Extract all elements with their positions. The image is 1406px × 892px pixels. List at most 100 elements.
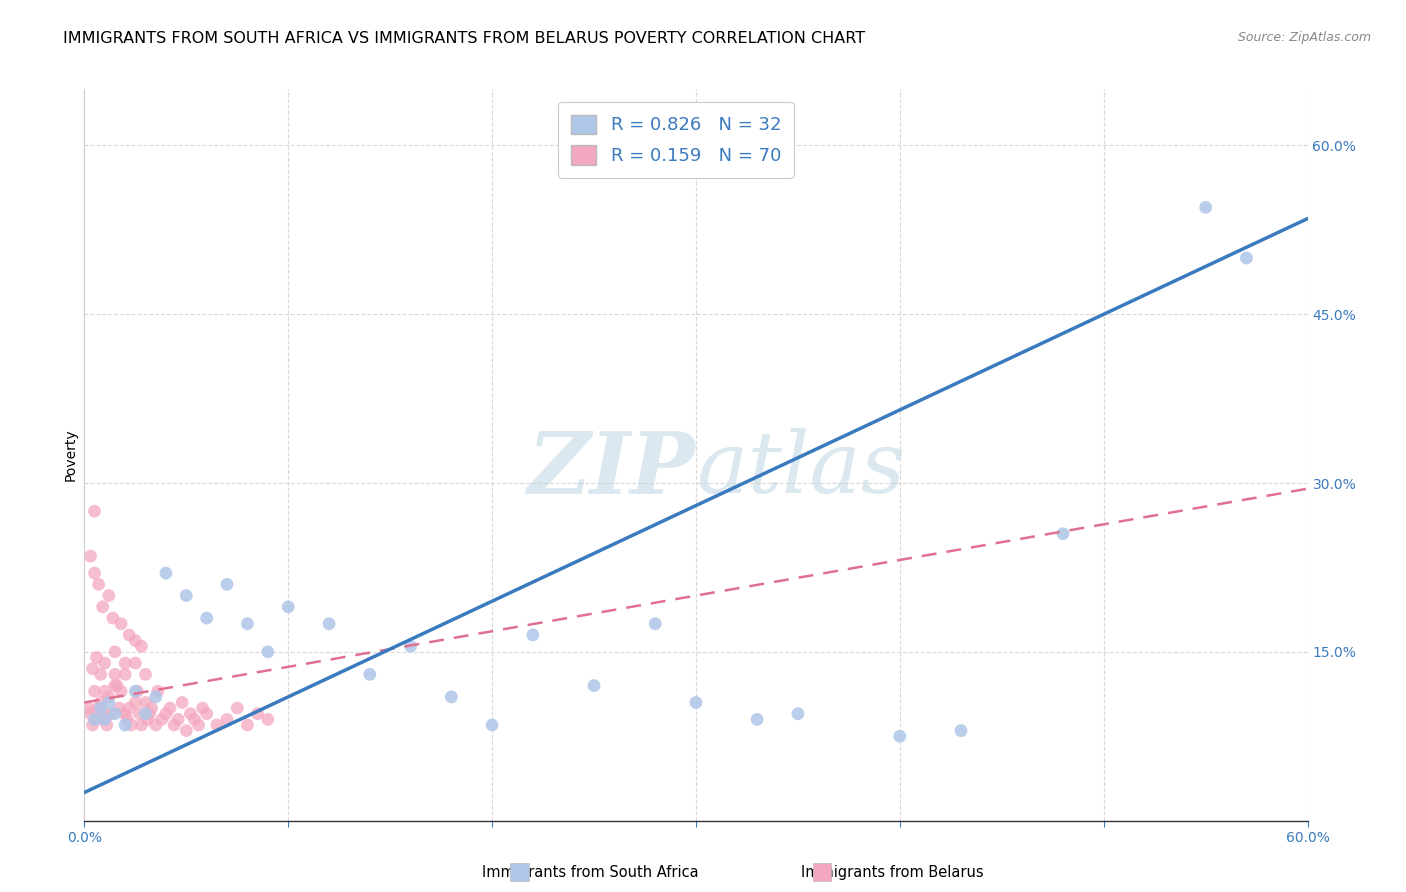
Point [522,628,544,642]
Point [120,718,142,732]
Point [747,712,769,726]
Point [1052,526,1074,541]
Point [100,706,122,721]
Point [93,656,115,670]
Point [685,696,707,710]
Point [91,599,114,614]
Point [141,701,163,715]
Point [83,566,105,580]
Point [787,706,810,721]
Point [79,706,101,721]
Point [97,696,120,710]
Point [257,645,280,659]
Point [114,667,136,681]
Point [145,690,167,704]
Point [87,577,110,591]
Point [195,706,218,721]
Point [104,679,127,693]
Point [205,718,228,732]
Point [174,589,197,603]
Point [179,706,201,721]
Point [236,718,259,732]
Point [124,656,146,670]
Point [104,706,127,721]
Point [90,701,112,715]
Point [146,684,169,698]
Point [257,712,280,726]
Text: Immigrants from Belarus: Immigrants from Belarus [801,865,984,880]
Point [131,639,153,653]
Point [105,679,128,693]
Point [93,712,115,726]
Point [108,701,131,715]
Point [155,706,177,721]
Point [481,718,503,732]
Point [96,718,118,732]
Point [114,706,136,721]
Point [359,667,381,681]
Point [217,577,239,591]
Point [236,616,259,631]
Point [1236,251,1258,265]
Point [131,718,153,732]
Point [114,656,136,670]
Point [277,599,299,614]
Point [187,718,209,732]
Point [83,504,105,518]
Point [79,549,101,564]
Y-axis label: Poverty: Poverty [63,429,77,481]
Point [135,706,157,721]
Point [124,696,146,710]
Point [104,667,127,681]
Point [155,566,177,580]
Point [91,706,114,721]
Point [118,701,141,715]
Point [93,712,115,726]
Point [246,706,269,721]
Point [97,690,120,704]
Point [110,616,132,631]
Point [104,645,127,659]
Point [93,684,115,698]
Point [77,701,100,715]
Point [174,723,197,738]
Point [86,712,108,726]
Point [90,696,112,710]
Point [83,684,105,698]
Point [110,684,132,698]
Point [136,712,159,726]
Point [217,712,239,726]
Point [124,684,146,698]
Point [644,616,666,631]
Point [399,639,422,653]
Text: IMMIGRANTS FROM SOUTH AFRICA VS IMMIGRANTS FROM BELARUS POVERTY CORRELATION CHAR: IMMIGRANTS FROM SOUTH AFRICA VS IMMIGRAN… [63,31,866,46]
Point [115,712,138,726]
Legend: R = 0.826   N = 32, R = 0.159   N = 70: R = 0.826 N = 32, R = 0.159 N = 70 [558,102,794,178]
Point [183,712,205,726]
Point [97,589,120,603]
Point [101,611,124,625]
Point [318,616,340,631]
Point [127,684,149,698]
Text: atlas: atlas [696,428,905,511]
Point [135,667,157,681]
Point [440,690,463,704]
Point [138,706,160,721]
Point [889,729,911,743]
Point [145,718,167,732]
Point [128,706,150,721]
Point [87,701,110,715]
Point [191,701,214,715]
Point [172,696,194,710]
Point [226,701,249,715]
Point [163,718,186,732]
Point [124,633,146,648]
Point [82,718,104,732]
Point [950,723,973,738]
Point [195,611,218,625]
Text: Source: ZipAtlas.com: Source: ZipAtlas.com [1237,31,1371,45]
Point [82,662,104,676]
Point [167,712,190,726]
Point [83,712,105,726]
Point [135,696,157,710]
